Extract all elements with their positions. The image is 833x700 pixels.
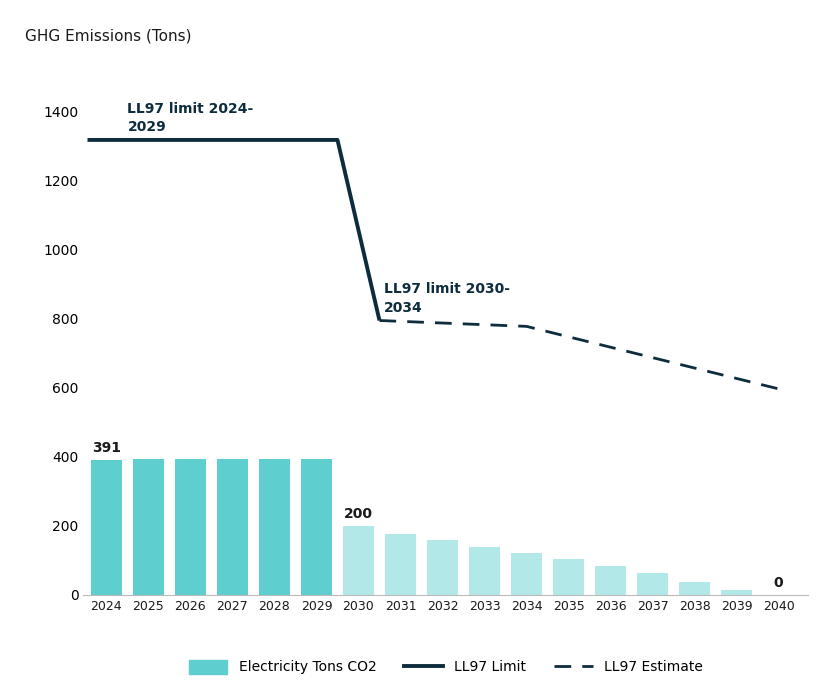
Bar — [680, 582, 710, 595]
Bar — [133, 458, 163, 595]
Bar — [259, 459, 290, 595]
Text: GHG Emissions (Tons): GHG Emissions (Tons) — [25, 28, 192, 43]
Bar — [427, 540, 457, 595]
Bar — [637, 573, 668, 595]
Text: 200: 200 — [344, 507, 373, 521]
Text: LL97 limit 2030-
2034: LL97 limit 2030- 2034 — [384, 282, 510, 314]
Bar — [217, 459, 247, 595]
Text: 0: 0 — [774, 576, 783, 590]
Bar — [175, 459, 206, 595]
Bar — [386, 533, 416, 595]
Bar — [343, 526, 374, 595]
Bar — [596, 566, 626, 595]
Text: 391: 391 — [92, 441, 121, 455]
Legend: Electricity Tons CO2, LL97 Limit, LL97 Estimate: Electricity Tons CO2, LL97 Limit, LL97 E… — [183, 654, 708, 680]
Bar — [302, 459, 332, 595]
Bar — [511, 553, 541, 595]
Text: LL97 limit 2024-
2029: LL97 limit 2024- 2029 — [127, 102, 254, 134]
Bar — [553, 559, 584, 595]
Bar — [721, 590, 751, 595]
Bar — [469, 547, 500, 595]
Bar — [92, 460, 122, 595]
